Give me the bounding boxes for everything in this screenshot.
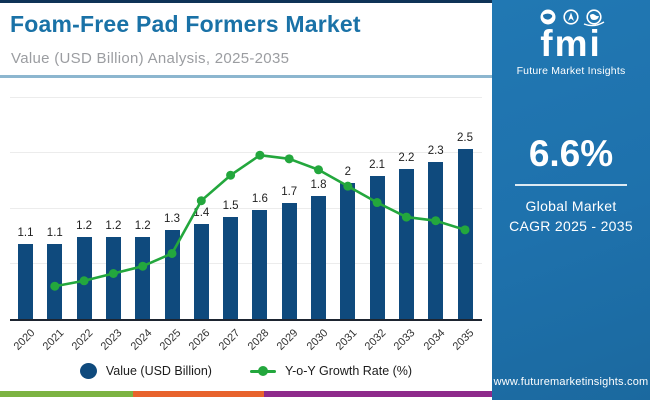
bar-value-label: 2.3 xyxy=(427,145,444,158)
top-accent-line xyxy=(0,0,492,3)
x-axis-label: 2034 xyxy=(421,327,448,353)
growth-point xyxy=(226,170,236,180)
bar xyxy=(193,223,209,319)
logo-wordmark: fmi xyxy=(540,23,602,64)
bar-value-label: 1.2 xyxy=(105,220,122,233)
bar xyxy=(340,182,356,319)
cagr-underline xyxy=(515,184,627,186)
x-axis-label: 2021 xyxy=(40,327,67,353)
x-axis-label: 2023 xyxy=(99,327,125,353)
bar xyxy=(47,243,63,319)
bar-value-label: 1.1 xyxy=(17,226,34,239)
bar xyxy=(135,237,151,319)
growth-point xyxy=(284,154,294,164)
gridline xyxy=(10,208,482,209)
x-axis-label: 2035 xyxy=(450,327,477,353)
legend-line-marker-icon xyxy=(249,365,276,377)
globe-icon xyxy=(583,9,605,27)
growth-point xyxy=(314,165,323,175)
legend-item-growth: Y-o-Y Growth Rate (%) xyxy=(249,364,413,378)
x-axis-label: 2030 xyxy=(304,327,330,353)
bar xyxy=(18,243,33,319)
x-axis: 2020 2021 2022 2023 2024 2025 2026 2027 2028 2029… xyxy=(10,320,482,358)
compass-icon xyxy=(563,9,579,25)
x-axis-label: 2028 xyxy=(245,327,272,353)
bar-value-label: 1.2 xyxy=(76,220,93,233)
bar-value-label: 2.1 xyxy=(369,158,386,171)
growth-point xyxy=(460,225,470,235)
growth-point xyxy=(372,198,382,208)
chart-legend: Value (USD Billion) Y-o-Y Growth Rate (%… xyxy=(10,363,482,379)
bar xyxy=(223,216,239,319)
legend-line-label: Y-o-Y Growth Rate (%) xyxy=(284,364,413,378)
bar-value-label: 1.1 xyxy=(46,226,63,239)
legend-item-value: Value (USD Billion) xyxy=(79,363,212,379)
x-axis-label: 2029 xyxy=(274,327,301,353)
bar-value-label: 2.2 xyxy=(398,151,415,164)
x-axis-label: 2026 xyxy=(186,327,213,353)
growth-point xyxy=(255,150,265,160)
cagr-value: 6.6% xyxy=(528,133,614,174)
x-axis-label: 2020 xyxy=(11,327,37,353)
bar xyxy=(369,175,385,319)
stripe-green xyxy=(0,391,133,397)
growth-point xyxy=(343,181,353,191)
bar xyxy=(281,203,297,319)
cagr-block: 6.6% Global Market CAGR 2025 - 2035 xyxy=(492,133,650,237)
bar-value-label: 2.5 xyxy=(457,131,473,144)
sidebar: fmi Future Market Insights 6.6% Global M… xyxy=(492,0,650,400)
growth-point xyxy=(79,276,89,286)
bar xyxy=(252,209,268,319)
x-axis-label: 2022 xyxy=(69,327,96,353)
bar-value-label: 1.7 xyxy=(281,186,298,199)
growth-point xyxy=(401,212,411,222)
bar xyxy=(311,196,326,319)
x-axis-label: 2024 xyxy=(128,327,155,353)
x-axis-label: 2032 xyxy=(362,327,389,353)
gridline xyxy=(10,263,482,264)
legend-bar-marker-icon xyxy=(79,363,97,379)
growth-point xyxy=(50,281,60,291)
page-title: Foam-Free Pad Formers Market xyxy=(10,11,361,37)
website-link[interactable]: www.futuremarketinsights.com xyxy=(493,376,649,388)
bottom-accent-stripe xyxy=(0,391,492,397)
bar xyxy=(105,237,121,319)
cagr-label-line1: Global Market xyxy=(525,198,617,214)
growth-point xyxy=(167,248,177,258)
bar-value-label: 1.5 xyxy=(222,199,239,212)
page-subtitle: Value (USD Billion) Analysis, 2025-2035 xyxy=(11,50,290,67)
growth-point xyxy=(431,216,441,226)
bar-value-label: 1.3 xyxy=(164,213,180,226)
gridline xyxy=(10,152,482,153)
x-axis-label: 2025 xyxy=(157,327,184,353)
growth-line xyxy=(50,150,470,291)
bar-value-label: 1.2 xyxy=(134,220,151,233)
bar xyxy=(428,162,444,319)
header-divider xyxy=(0,75,492,78)
growth-point xyxy=(138,261,148,271)
bar-value-label: 1.8 xyxy=(310,179,327,192)
bar-value-label: 2 xyxy=(344,165,351,178)
legend-bar-label: Value (USD Billion) xyxy=(105,364,212,378)
logo-tagline: Future Market Insights xyxy=(516,65,626,77)
growth-point xyxy=(108,269,118,278)
plot-area: 1.1 1.1 1.2 1.2 1.2 1.3 1.4 1.5 1.6 1.7 1.8 2 2.1 2.2… xyxy=(10,97,482,321)
cagr-label-line2: CAGR 2025 - 2035 xyxy=(509,218,633,235)
stripe-purple xyxy=(264,391,492,397)
growth-point xyxy=(196,196,206,206)
gridline xyxy=(10,97,482,98)
fmi-logo: fmi Future Market Insights xyxy=(492,0,650,77)
x-axis-label: 2033 xyxy=(392,327,418,353)
x-axis-label: 2027 xyxy=(216,327,243,353)
logo-icons xyxy=(492,7,650,27)
x-axis-label: 2031 xyxy=(333,327,360,353)
bar xyxy=(398,168,414,319)
stripe-orange xyxy=(133,391,264,397)
usa-map-icon xyxy=(540,9,556,25)
bar-value-label: 1.6 xyxy=(251,192,268,205)
